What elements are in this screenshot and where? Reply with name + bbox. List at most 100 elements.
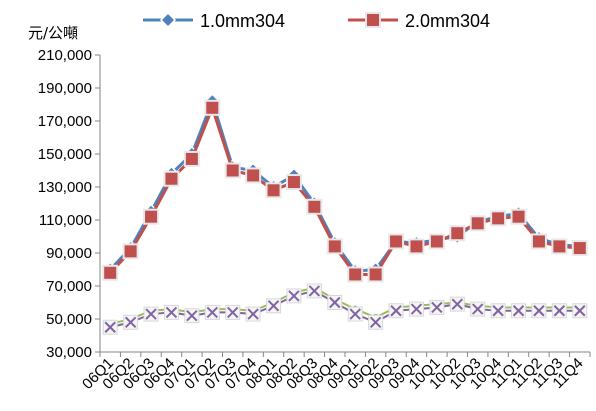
series-point-stroke (553, 305, 566, 317)
series-point (102, 319, 118, 335)
series-point (286, 288, 302, 304)
series-point (204, 99, 221, 116)
series-point (123, 314, 139, 330)
legend: 1.0mm304 2.0mm304 (143, 11, 490, 31)
legend-label: 2.0mm304 (405, 11, 490, 31)
series-point (347, 306, 363, 322)
y-tick-label: 190,000 (38, 80, 92, 97)
series-point (428, 233, 445, 250)
series-point-stroke (410, 303, 423, 315)
series-point (225, 304, 241, 320)
series-point (224, 162, 241, 179)
y-tick-label: 210,000 (38, 47, 92, 64)
series-point (571, 240, 588, 257)
series-point-stroke (186, 309, 198, 322)
series-point (572, 303, 588, 319)
series-point-stroke (206, 306, 218, 319)
series-point (183, 150, 200, 167)
series-point-stroke (227, 306, 239, 319)
series-line (109, 289, 580, 329)
series-point-stroke (472, 303, 484, 315)
series-point (388, 233, 405, 250)
series-point (365, 12, 381, 28)
y-tick-label: 90,000 (46, 245, 92, 262)
axes (99, 55, 590, 353)
series-point (511, 303, 527, 319)
series-point (204, 304, 220, 320)
series-2 (102, 99, 588, 283)
series-point-stroke (104, 321, 116, 333)
series-point-stroke (165, 306, 178, 319)
series-point (143, 306, 159, 322)
series-point (449, 225, 466, 242)
legend-item: 1.0mm304 (143, 11, 285, 31)
series-point (184, 308, 200, 324)
series-point (245, 306, 261, 322)
series-point (266, 298, 282, 314)
y-tick-label: 70,000 (46, 278, 92, 295)
series-layer (102, 93, 588, 335)
legend-item: 2.0mm304 (348, 11, 490, 31)
series-point (265, 182, 282, 199)
series-point (388, 303, 404, 319)
series-point (531, 303, 547, 319)
y-tick-label: 170,000 (38, 113, 92, 130)
series-point (551, 238, 568, 255)
series-point-stroke (267, 300, 280, 312)
series-point-stroke (512, 305, 525, 317)
series-point (510, 208, 527, 225)
series-point (143, 208, 160, 225)
series-point-stroke (369, 316, 382, 329)
y-axis-ticks: 210,000 190,000 170,000 150,000 130,000 110,0… (38, 47, 100, 361)
series-point (326, 238, 343, 255)
series-line (109, 103, 580, 276)
series-point (408, 301, 424, 317)
series-point (408, 238, 425, 255)
series-point (490, 210, 507, 227)
series-point-stroke (308, 285, 321, 297)
series-point (306, 283, 322, 299)
series-point (347, 266, 364, 283)
series-point-stroke (349, 308, 361, 320)
series-point (469, 215, 486, 232)
series-point-stroke (124, 316, 137, 329)
series-point (490, 303, 506, 319)
series-point (551, 303, 567, 319)
series-point-stroke (247, 308, 259, 320)
series-point (245, 167, 262, 184)
series-point-stroke (431, 301, 443, 314)
series-point (470, 301, 486, 317)
series-point (530, 233, 547, 250)
series-point (367, 266, 384, 283)
y-tick-label: 150,000 (38, 146, 92, 163)
series-point (285, 174, 302, 191)
series-point-stroke (574, 305, 586, 317)
series-point (163, 304, 179, 320)
x-axis-ticks: 06Q106Q206Q306Q407Q107Q207Q307Q408Q108Q2… (79, 352, 591, 393)
series-point-stroke (533, 305, 545, 317)
series-point (102, 264, 119, 281)
y-tick-label: 50,000 (46, 311, 92, 328)
series-point (159, 11, 177, 29)
series-point (368, 314, 384, 330)
legend-label: 1.0mm304 (200, 11, 285, 31)
series-point-stroke (451, 298, 463, 310)
series-4 (102, 283, 588, 335)
series-line (109, 96, 580, 273)
series-point-stroke (329, 296, 341, 309)
y-tick-label: 130,000 (38, 179, 92, 196)
series-point (449, 296, 465, 312)
series-point (163, 170, 180, 187)
y-axis-unit-label: 元/公噸 (28, 24, 78, 42)
series-point-stroke (390, 305, 402, 317)
series-line (109, 286, 580, 325)
series-point-stroke (492, 305, 504, 317)
series-point (429, 299, 445, 315)
series-point (306, 198, 323, 215)
series-point-stroke (145, 308, 157, 320)
y-tick-label: 110,000 (39, 212, 92, 229)
series-point-stroke (288, 290, 300, 302)
series-point (122, 243, 139, 260)
series-point (327, 295, 343, 310)
